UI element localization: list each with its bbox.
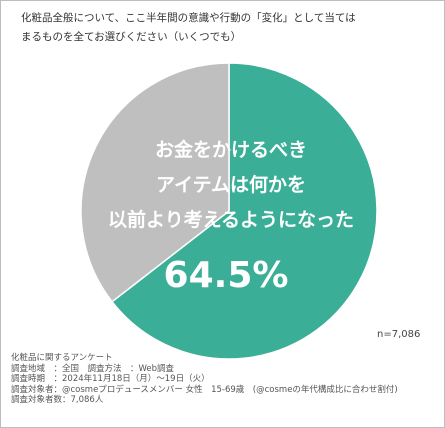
slice-label-line-2: アイテムは何かを bbox=[156, 173, 306, 196]
slice-label-line-1: お金をかけるべき bbox=[155, 138, 307, 161]
pie-slice-1 bbox=[80, 62, 230, 303]
sample-size-label: n=7,086 bbox=[377, 329, 421, 340]
question-line-1: 化粧品全般について、ここ半年間の意識や行動の「変化」として当ては bbox=[21, 12, 356, 24]
survey-period: 調査時期 ：2024年11月18日（月）～19日（火） bbox=[11, 374, 210, 384]
percent-label: 64.5% bbox=[164, 255, 289, 296]
survey-target: 調査対象者：@cosmeプロデュースメンバー 女性 15-69歳 (@cosme… bbox=[11, 384, 398, 395]
question-line-2: まるものを全てお選びください（いくつでも） bbox=[21, 31, 242, 43]
survey-count: 調査対象者数：7,086人 bbox=[11, 395, 104, 405]
survey-title: 化粧品に関するアンケート bbox=[11, 353, 113, 363]
pie-slice-0 bbox=[111, 62, 378, 360]
survey-question: 化粧品全般について、ここ半年間の意識や行動の「変化」として当ては まるものを全て… bbox=[21, 9, 431, 47]
survey-info: 化粧品に関するアンケート 調査地域 ：全国 調査方法 ：Web調査 調査時期 ：… bbox=[11, 353, 398, 406]
survey-region: 調査地域 ：全国 調査方法 ：Web調査 bbox=[11, 363, 175, 374]
slice-label-line-3: 以前より考えるようになった bbox=[108, 208, 354, 231]
